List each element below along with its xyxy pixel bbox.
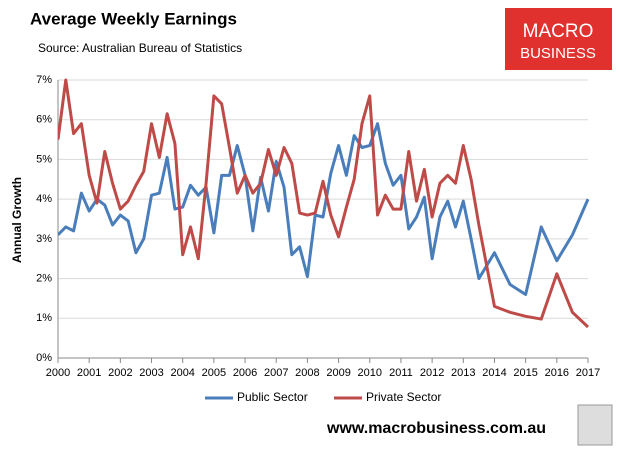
- x-tick-label: 2017: [576, 367, 600, 379]
- legend-label: Private Sector: [366, 390, 441, 404]
- x-tick-label: 2013: [451, 367, 475, 379]
- x-tick-label: 2011: [389, 367, 413, 379]
- y-tick-label: 1%: [36, 312, 52, 324]
- x-tick-label: 2009: [326, 367, 350, 379]
- y-tick-label: 3%: [36, 233, 52, 245]
- series-line: [58, 122, 590, 296]
- x-tick-label: 2003: [139, 367, 163, 379]
- y-tick-label: 4%: [36, 193, 52, 205]
- chart-subtitle: Source: Australian Bureau of Statistics: [38, 41, 242, 55]
- y-tick-label: 7%: [36, 74, 52, 86]
- brand-logo: [505, 8, 612, 70]
- y-tick-label: 0%: [36, 352, 52, 364]
- x-tick-label: 2012: [420, 367, 444, 379]
- plot-area: [58, 78, 590, 329]
- brand-text: BUSINESS: [520, 45, 596, 62]
- x-tick-label: 2001: [77, 367, 101, 379]
- x-tick-label: 2016: [545, 367, 569, 379]
- chart-title: Average Weekly Earnings: [30, 9, 237, 28]
- wolf-icon: [577, 404, 613, 446]
- x-tick-label: 2006: [233, 367, 257, 379]
- x-tick-label: 2004: [170, 367, 194, 379]
- x-tick-label: 2000: [46, 367, 70, 379]
- x-tick-label: 2008: [295, 367, 319, 379]
- x-tick-label: 2010: [358, 367, 382, 379]
- brand-text: MACRO: [523, 21, 594, 42]
- x-tick-label: 2015: [513, 367, 537, 379]
- series-line: [58, 78, 590, 329]
- y-tick-label: 2%: [36, 272, 52, 284]
- x-tick-label: 2002: [108, 367, 132, 379]
- footer-url: www.macrobusiness.com.au: [326, 420, 546, 437]
- y-tick-label: 5%: [36, 153, 52, 165]
- x-tick-label: 2014: [482, 367, 506, 379]
- x-tick-label: 2007: [264, 367, 288, 379]
- y-tick-label: 6%: [36, 114, 52, 126]
- x-tick-label: 2005: [202, 367, 226, 379]
- y-axis-label: Annual Growth: [10, 177, 24, 263]
- legend-label: Public Sector: [237, 390, 308, 404]
